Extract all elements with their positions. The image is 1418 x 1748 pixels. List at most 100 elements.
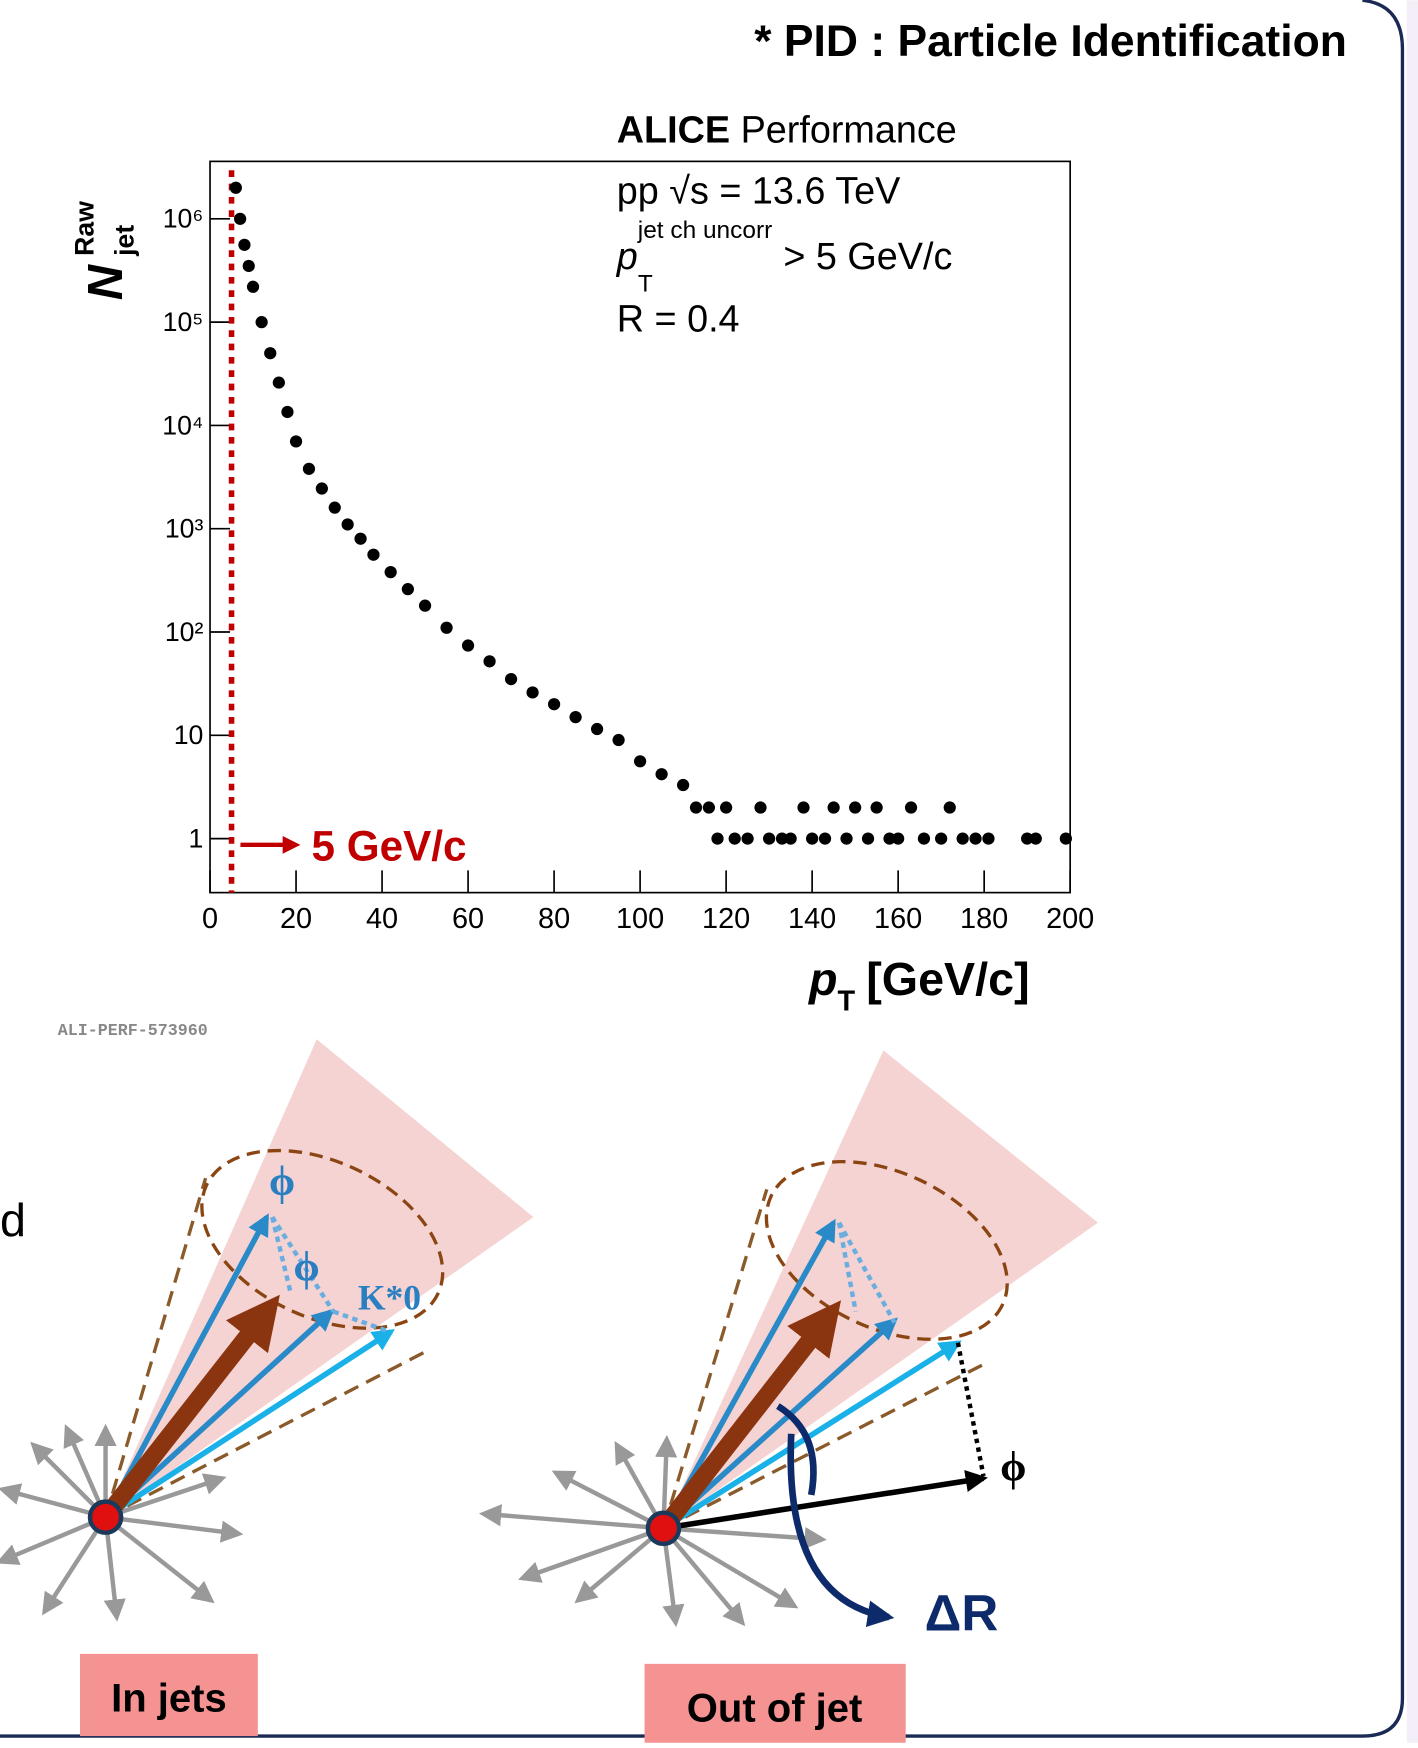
data-point xyxy=(290,435,302,447)
out-of-jet-label: Out of jet xyxy=(687,1687,863,1731)
data-point xyxy=(982,832,994,844)
x-tick-label: 80 xyxy=(538,903,570,935)
data-point xyxy=(243,260,255,272)
data-point xyxy=(440,622,452,634)
experiment: ALICE xyxy=(617,109,730,151)
side-strip xyxy=(1407,0,1418,1742)
page: * PID : Particle Identification ALICE Pe… xyxy=(0,0,1418,1743)
x-label-main: p xyxy=(807,953,838,1005)
pt-cut: > 5 GeV/c xyxy=(783,236,952,278)
pt-cut-line: pjet ch uncorr > 5 GeV/c xyxy=(616,217,953,278)
y-axis-label: N Raw jet xyxy=(69,201,139,301)
data-point xyxy=(862,832,874,844)
data-point xyxy=(483,655,495,667)
threshold-label: 5 GeV/c xyxy=(312,822,467,869)
x-axis-label: pT[GeV/c] xyxy=(807,953,1030,1018)
data-point xyxy=(819,832,831,844)
x-tick-label: 120 xyxy=(702,903,750,935)
data-point xyxy=(742,832,754,844)
pt-symbol: p xyxy=(616,236,638,278)
data-point xyxy=(342,518,354,530)
x-tick-label: 100 xyxy=(616,903,664,935)
data-point xyxy=(806,832,818,844)
x-tick-label: 200 xyxy=(1046,903,1094,935)
data-point xyxy=(729,832,741,844)
data-point xyxy=(849,801,861,813)
data-point xyxy=(281,406,293,418)
data-point xyxy=(840,832,852,844)
y-tick-label: 10³ xyxy=(165,514,204,544)
y-tick-label: 10 xyxy=(174,720,204,750)
data-point xyxy=(234,213,246,225)
y-label-main: N xyxy=(79,263,133,300)
system: pp √s = 13.6 TeV xyxy=(617,171,901,213)
diagram-in-jets: ϕ ϕ K*0 In jets xyxy=(0,1039,533,1736)
data-point xyxy=(677,779,689,791)
data-point xyxy=(385,566,397,578)
data-point xyxy=(944,801,956,813)
data-point xyxy=(526,686,538,698)
diagram-out-of-jet: ϕ ΔR Out of jet xyxy=(483,1050,1098,1742)
data-point xyxy=(273,376,285,388)
data-point xyxy=(238,239,250,251)
y-tick-label: 10⁶ xyxy=(163,204,204,234)
data-point xyxy=(828,801,840,813)
data-point xyxy=(763,832,775,844)
data-point xyxy=(655,768,667,780)
radius: R = 0.4 xyxy=(617,298,740,340)
data-point xyxy=(569,711,581,723)
slide: * PID : Particle Identification ALICE Pe… xyxy=(0,0,1418,1743)
data-point xyxy=(367,549,379,561)
data-point xyxy=(935,832,947,844)
phi-label: ϕ xyxy=(1000,1443,1026,1490)
y-tick-label: 10⁵ xyxy=(163,307,204,337)
data-point xyxy=(354,533,366,545)
phi-label: ϕ xyxy=(293,1243,319,1290)
x-tick-label: 180 xyxy=(960,903,1008,935)
data-point xyxy=(918,832,930,844)
data-point xyxy=(264,347,276,359)
pt-sup: jet ch uncorr xyxy=(637,217,772,244)
data-point xyxy=(703,801,715,813)
data-point xyxy=(634,755,646,767)
data-point xyxy=(785,832,797,844)
data-point xyxy=(548,698,560,710)
delta-r-arrow xyxy=(791,1434,889,1617)
data-point xyxy=(1030,832,1042,844)
status: Performance xyxy=(741,109,957,151)
pt-sub: T xyxy=(638,270,653,297)
data-point xyxy=(1060,832,1072,844)
data-point xyxy=(303,463,315,475)
legend-line: ALICE Performance xyxy=(617,109,957,151)
data-point xyxy=(247,281,259,293)
y-tick-label: 1 xyxy=(189,823,204,853)
data-point xyxy=(462,639,474,651)
data-point xyxy=(419,600,431,612)
data-point xyxy=(892,832,904,844)
in-jets-label: In jets xyxy=(111,1677,227,1721)
delta-r-label: ΔR xyxy=(925,1585,999,1642)
data-point xyxy=(591,723,603,735)
data-point xyxy=(505,673,517,685)
data-point xyxy=(754,801,766,813)
y-tick-label: 10⁴ xyxy=(162,410,203,440)
x-tick-label: 140 xyxy=(788,903,836,935)
data-point xyxy=(711,832,723,844)
y-tick-label: 10² xyxy=(165,617,204,647)
x-tick-label: 0 xyxy=(202,903,218,935)
data-point xyxy=(797,801,809,813)
x-label-sub: T xyxy=(838,985,856,1017)
x-tick-label: 60 xyxy=(452,903,484,935)
data-point xyxy=(402,583,414,595)
data-point xyxy=(230,182,242,194)
x-tick-label: 40 xyxy=(366,903,398,935)
data-point xyxy=(329,502,341,514)
x-tick-label: 160 xyxy=(874,903,922,935)
y-label-sub: jet xyxy=(109,225,139,257)
data-point xyxy=(690,801,702,813)
data-point xyxy=(612,734,624,746)
y-label-sup: Raw xyxy=(69,201,99,256)
data-point xyxy=(871,801,883,813)
data-point xyxy=(256,316,268,328)
header-title: * PID : Particle Identification xyxy=(754,17,1347,66)
